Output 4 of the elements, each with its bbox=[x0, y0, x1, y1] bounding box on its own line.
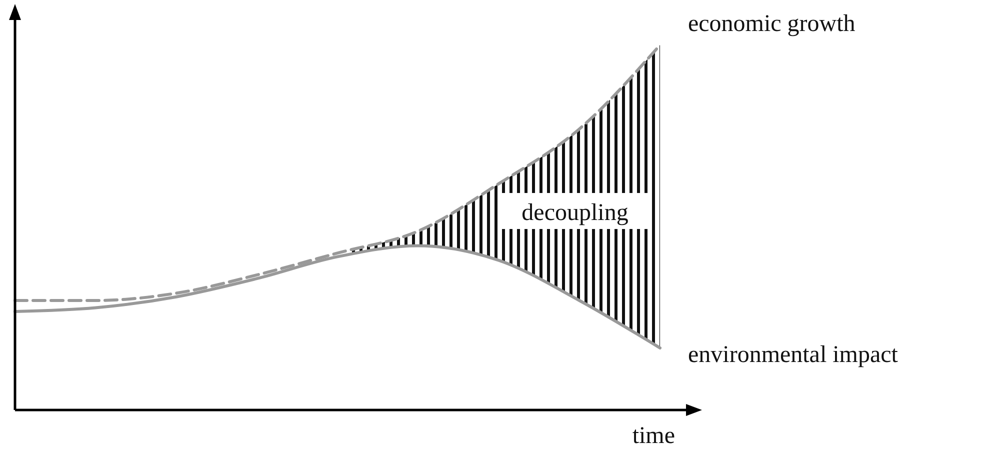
series-label: economic growth bbox=[688, 11, 856, 37]
annotation: decoupling bbox=[522, 200, 628, 226]
series-label: environmental impact bbox=[688, 342, 898, 368]
x-axis-title: time bbox=[632, 423, 675, 449]
